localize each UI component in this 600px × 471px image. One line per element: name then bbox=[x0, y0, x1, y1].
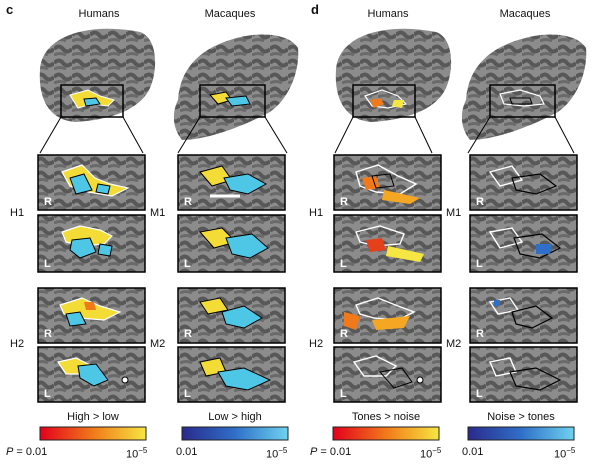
hemi-l-c-m1: L bbox=[184, 258, 191, 270]
zoom-c-h1-r bbox=[37, 154, 146, 211]
tick-c2-high-exp: −5 bbox=[278, 446, 288, 455]
brain-macaque-c bbox=[173, 34, 299, 140]
p-symbol-c: P bbox=[6, 446, 14, 458]
hemi-r-c-m2: R bbox=[184, 328, 192, 340]
tick-c-low-value: = 0.01 bbox=[16, 446, 48, 458]
tick-d-high-base: 10 bbox=[420, 448, 433, 461]
tick-d2-high: 10−5 bbox=[554, 446, 575, 461]
hemi-l-c-m2: L bbox=[184, 388, 191, 400]
hemi-r-d-m1: R bbox=[476, 196, 484, 208]
tick-d-high-exp: −5 bbox=[432, 446, 442, 455]
zoom-c-m2-l bbox=[177, 346, 286, 403]
col-title-d-humans: Humans bbox=[367, 8, 409, 20]
tick-c2-low: 0.01 bbox=[176, 446, 198, 458]
zoom-c-h2-l bbox=[37, 346, 146, 403]
colorbar-title-low-high: Low > high bbox=[208, 411, 262, 423]
col-title-c-humans: Humans bbox=[78, 8, 120, 20]
zoom-panels bbox=[37, 154, 578, 403]
zoom-d-m2-l bbox=[469, 346, 578, 403]
zoom-d-h2-l bbox=[333, 346, 442, 403]
panel-letter-c: c bbox=[6, 2, 14, 17]
hemi-r-d-m2: R bbox=[476, 328, 484, 340]
hemi-l-d-h2: L bbox=[340, 388, 347, 400]
tick-c-high-base: 10 bbox=[126, 448, 139, 461]
row-label-h2-c: H2 bbox=[10, 338, 25, 350]
zoom-c-h2-r bbox=[37, 287, 146, 344]
tick-d2-high-exp: −5 bbox=[566, 446, 576, 455]
zoom-c-h1-l bbox=[37, 214, 146, 273]
col-title-c-macaques: Macaques bbox=[204, 8, 256, 20]
hemi-l-d-h1: L bbox=[340, 258, 347, 270]
zoom-box-c-macaque bbox=[199, 84, 266, 118]
brain-macaque-d bbox=[461, 34, 587, 140]
zoom-box-c-human bbox=[60, 84, 124, 118]
colorbar-c-low-high bbox=[181, 426, 289, 441]
hemi-r-c-h1: R bbox=[44, 196, 52, 208]
zoom-d-h1-r bbox=[333, 154, 442, 211]
col-title-d-macaques: Macaques bbox=[499, 8, 551, 20]
tick-d-low: P = 0.01 bbox=[310, 446, 351, 458]
zoom-box-d-human bbox=[352, 84, 416, 118]
hemi-l-d-m2: L bbox=[476, 388, 483, 400]
colorbar-title-tones-noise: Tones > noise bbox=[351, 411, 421, 423]
tick-c-high: 10−5 bbox=[126, 446, 147, 461]
colorbar-title-noise-tones: Noise > tones bbox=[487, 411, 555, 423]
blob-c-human-small bbox=[69, 89, 115, 109]
hemi-l-c-h2: L bbox=[44, 388, 51, 400]
zoom-d-m1-r bbox=[469, 154, 578, 211]
zoom-d-m1-l bbox=[469, 214, 578, 273]
colorbar-d-noise-tones bbox=[467, 426, 575, 441]
zoom-c-m1-r bbox=[177, 154, 286, 211]
p-symbol-d: P bbox=[310, 446, 318, 458]
row-label-m2-c: M2 bbox=[150, 338, 166, 350]
zoom-d-m2-r bbox=[469, 287, 578, 344]
row-label-m1-d: M1 bbox=[446, 207, 462, 219]
tick-c-high-exp: −5 bbox=[138, 446, 148, 455]
row-label-h1-c: H1 bbox=[10, 207, 25, 219]
panel-letter-d: d bbox=[311, 2, 319, 17]
zoom-c-m1-l bbox=[177, 214, 286, 273]
tick-d2-high-base: 10 bbox=[554, 448, 567, 461]
tick-c-low: P = 0.01 bbox=[6, 446, 47, 458]
brain-human-d bbox=[335, 28, 452, 122]
zoom-d-h1-l bbox=[333, 214, 442, 273]
row-label-h2-d: H2 bbox=[309, 338, 324, 350]
hemi-r-d-h2: R bbox=[340, 328, 348, 340]
row-label-m2-d: M2 bbox=[446, 338, 462, 350]
hemi-r-c-m1: R bbox=[184, 196, 192, 208]
zoom-d-h2-r bbox=[333, 287, 442, 344]
blob-d-macaque-small bbox=[499, 89, 545, 107]
tick-c2-high: 10−5 bbox=[266, 446, 287, 461]
tick-d2-low: 0.01 bbox=[462, 446, 484, 458]
tick-c2-high-base: 10 bbox=[266, 448, 279, 461]
row-label-h1-d: H1 bbox=[309, 207, 324, 219]
brain-human-c bbox=[39, 28, 156, 122]
tick-d-high: 10−5 bbox=[420, 446, 441, 461]
blob-c-macaque-small bbox=[209, 91, 251, 107]
hemi-r-d-h1: R bbox=[340, 196, 348, 208]
zoom-box-d-macaque bbox=[489, 84, 556, 118]
hemi-l-d-m1: L bbox=[476, 258, 483, 270]
colorbar-c-high-low bbox=[39, 426, 147, 441]
tick-d-low-value: = 0.01 bbox=[320, 446, 352, 458]
zoom-c-m2-r bbox=[177, 287, 286, 344]
colorbar-d-tones-noise bbox=[332, 426, 440, 441]
hemi-l-c-h1: L bbox=[44, 258, 51, 270]
row-label-m1-c: M1 bbox=[150, 207, 166, 219]
hemi-r-c-h2: R bbox=[44, 328, 52, 340]
blob-d-human-small bbox=[364, 89, 408, 109]
colorbar-title-high-low: High > low bbox=[67, 411, 119, 423]
